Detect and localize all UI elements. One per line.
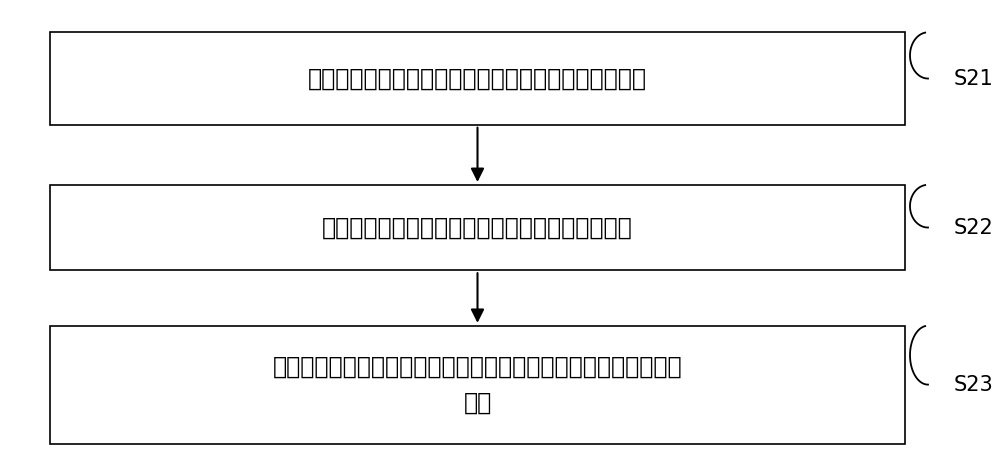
Text: 获取所述多联机中处于无风感模式的第二室内机的数量: 获取所述多联机中处于无风感模式的第二室内机的数量 (308, 67, 647, 91)
Text: 确定所述数量与所述多联机的室内机总数量的比值: 确定所述数量与所述多联机的室内机总数量的比值 (322, 216, 633, 239)
FancyBboxPatch shape (50, 185, 905, 270)
Text: S21: S21 (954, 68, 994, 89)
Text: 获取所述比值对应的目标开度，其中，所述目标开度与所述比值正
相关: 获取所述比值对应的目标开度，其中，所述目标开度与所述比值正 相关 (273, 355, 682, 414)
Text: S22: S22 (954, 218, 994, 237)
FancyBboxPatch shape (50, 32, 905, 125)
Text: S23: S23 (954, 375, 994, 395)
FancyBboxPatch shape (50, 326, 905, 444)
